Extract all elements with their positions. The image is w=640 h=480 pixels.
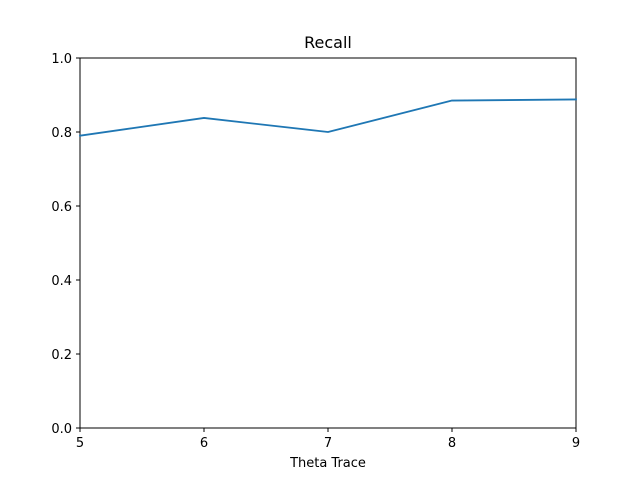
chart-title: Recall — [304, 33, 352, 52]
y-tick-label: 0.4 — [51, 274, 72, 289]
y-tick-label: 1.0 — [51, 52, 72, 67]
series-layer — [78, 98, 577, 137]
y-tick-label: 0.8 — [51, 126, 72, 141]
x-tick-label: 7 — [324, 436, 332, 451]
recall-series-line — [78, 98, 577, 137]
x-tick-label: 8 — [448, 436, 456, 451]
y-axis: 0.0 0.2 0.4 0.6 0.8 1.0 — [51, 52, 80, 437]
y-tick-label: 0.0 — [51, 422, 72, 437]
y-tick-label: 0.2 — [51, 348, 72, 363]
x-axis-label: Theta Trace — [289, 456, 366, 471]
x-tick-label: 5 — [76, 436, 84, 451]
x-tick-label: 9 — [572, 436, 580, 451]
x-axis: 5 6 7 8 9 — [76, 428, 580, 451]
y-tick-label: 0.6 — [51, 200, 72, 215]
plot-frame — [79, 57, 577, 429]
x-tick-label: 6 — [200, 436, 208, 451]
